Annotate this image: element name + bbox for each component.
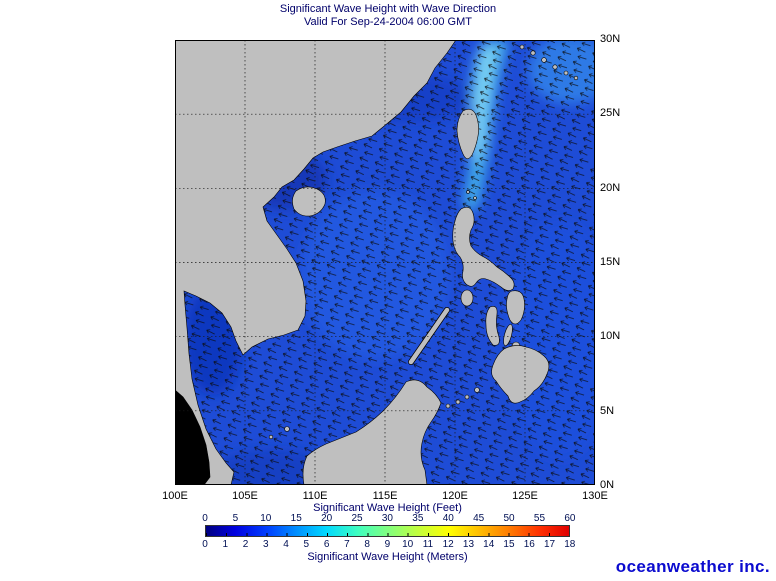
feet-tick-label: 40 [442, 513, 454, 524]
meters-tick-label: 3 [263, 539, 269, 550]
feet-tick-label: 55 [533, 513, 546, 524]
meters-tick-label: 13 [462, 539, 475, 550]
meters-tick-label: 8 [364, 539, 370, 550]
feet-tick-label: 5 [232, 513, 239, 524]
mindoro-island [460, 289, 474, 307]
map-frame [175, 40, 595, 485]
legend-feet-ticks: 0 5 10 15 20 25 30 35 40 45 50 55 60 [190, 513, 585, 524]
latitude-tick-label: 15N [600, 255, 621, 268]
babuyan-islands [466, 190, 477, 200]
legend-meters-title: Significant Wave Height (Meters) [307, 551, 468, 563]
panay-negros-islands [485, 306, 500, 346]
latitude-tick-label: 5N [600, 404, 615, 417]
meters-tick-label: 4 [283, 539, 289, 550]
meters-tick-label: 14 [483, 539, 495, 550]
latitude-tick-label: 30N [600, 33, 621, 45]
feet-tick-label: 50 [503, 513, 515, 524]
latitude-axis: 30N 25N 20N 15N 10N 5N 0N [600, 34, 620, 491]
oceanweather-logo: oceanweather inc. [615, 557, 770, 576]
feet-tick-label: 45 [473, 513, 485, 524]
meters-tick-label: 5 [303, 539, 310, 550]
feet-tick-label: 30 [381, 513, 393, 524]
longitude-tick-label: 115E [372, 490, 398, 502]
meters-tick-label: 11 [422, 539, 434, 550]
meters-tick-label: 16 [523, 539, 535, 550]
samar-island [506, 290, 525, 325]
meters-tick-label: 18 [564, 539, 576, 550]
meters-tick-label: 9 [384, 539, 391, 550]
map-canvas [175, 40, 595, 485]
feet-tick-label: 15 [290, 513, 302, 524]
luzon-island [452, 206, 515, 291]
cebu-island [503, 324, 513, 346]
sumatra-region [175, 389, 211, 485]
longitude-tick-label: 130E [582, 490, 608, 502]
feet-tick-label: 0 [202, 513, 208, 524]
longitude-tick-label: 125E [512, 490, 538, 502]
feet-tick-label: 60 [564, 513, 576, 524]
latitude-tick-label: 10N [600, 330, 621, 343]
natuna-islands [268, 426, 290, 440]
meters-tick-label: 1 [222, 539, 229, 550]
longitude-tick-label: 105E [232, 490, 258, 502]
mindanao-island [491, 345, 550, 404]
latitude-tick-label: 0N [600, 478, 615, 491]
longitude-tick-label: 110E [302, 490, 328, 502]
meters-tick-label: 12 [442, 539, 454, 550]
feet-tick-label: 35 [412, 513, 424, 524]
longitude-tick-label: 100E [162, 490, 188, 502]
legend-meters-ticks: 0 1 2 3 4 5 6 7 8 9 10 11 12 13 14 15 16 17 18 [197, 539, 578, 550]
legend-feet-title: Significant Wave Height (Feet) [313, 502, 462, 514]
map-border [175, 40, 595, 485]
wave-height-colorbar [205, 525, 570, 537]
feet-tick-label: 25 [351, 513, 363, 524]
meters-tick-label: 17 [543, 539, 556, 550]
chart-title: Significant Wave Height with Wave Direct… [279, 3, 497, 15]
chart-valid-time: Valid For Sep-24-2004 06:00 GMT [304, 16, 472, 28]
meters-tick-label: 0 [202, 539, 208, 550]
meters-tick-label: 15 [503, 539, 515, 550]
latitude-tick-label: 25N [600, 107, 621, 120]
ryukyu-islands [519, 44, 579, 81]
longitude-axis: 100E 105E 110E 115E 120E 125E 130E [155, 490, 615, 502]
meters-tick-label: 7 [344, 539, 350, 550]
asia-mainland [175, 40, 457, 485]
borneo-island [302, 379, 442, 485]
meters-tick-label: 6 [323, 539, 330, 550]
meters-tick-label: 10 [402, 539, 414, 550]
feet-tick-label: 20 [321, 513, 333, 524]
taiwan-island [456, 108, 479, 160]
meters-tick-label: 2 [242, 539, 249, 550]
land-layer [175, 40, 579, 485]
longitude-tick-label: 120E [442, 490, 468, 502]
latitude-tick-label: 20N [600, 181, 621, 194]
feet-tick-label: 10 [260, 513, 272, 524]
sulu-archipelago [445, 387, 480, 409]
